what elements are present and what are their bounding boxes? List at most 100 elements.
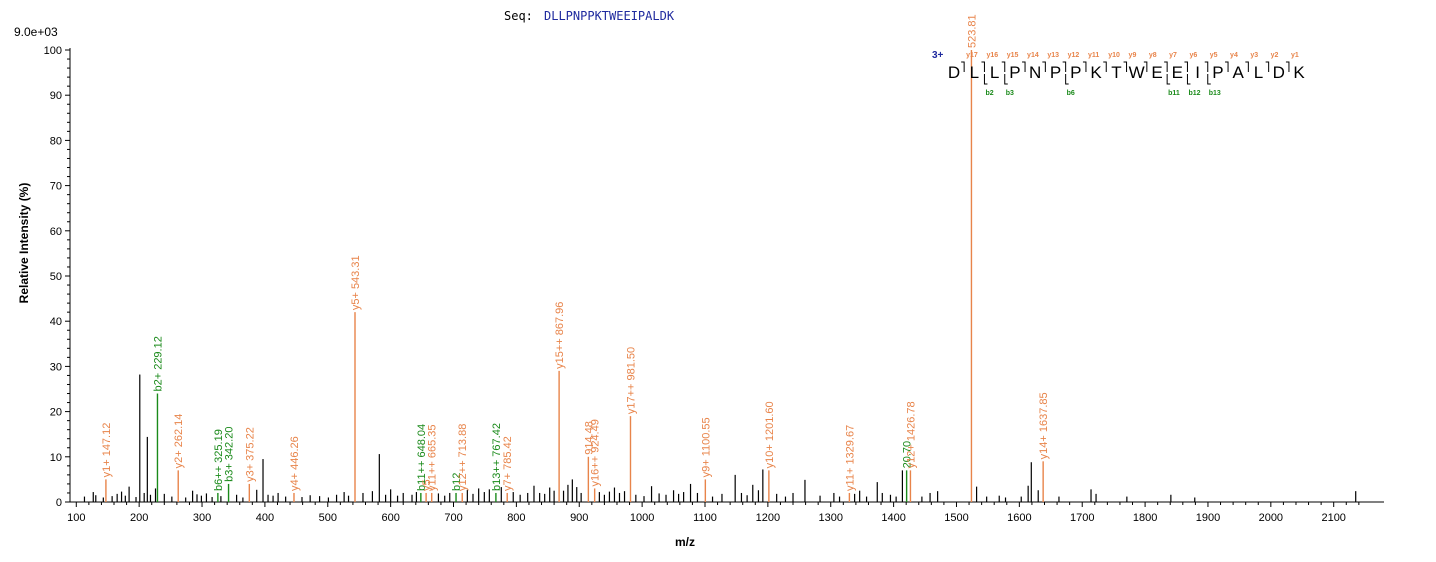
y-fragment-bracket [1245, 61, 1249, 72]
x-axis-title: m/z [675, 535, 695, 549]
y-ion-label: y11++ 665.35 [427, 424, 439, 490]
y-fragment-label: y11 [1088, 52, 1099, 59]
b-ion-label: 20.70 [902, 441, 914, 469]
y-fragment-label: y3 [1250, 52, 1258, 59]
y-fragment-label: y9 [1129, 52, 1137, 59]
y-tick-label: 70 [50, 181, 62, 193]
x-tick-label: 1600 [1007, 512, 1031, 524]
x-tick-label: 900 [570, 512, 588, 524]
y-fragment-bracket [1022, 61, 1026, 72]
y-ion-label: y17++ 981.50 [625, 347, 637, 414]
x-tick-label: 1100 [693, 512, 717, 524]
x-tick-label: 1800 [1133, 512, 1157, 524]
charge-state: 3+ [932, 50, 944, 61]
b-fragment-bracket [983, 74, 988, 85]
sequence-label: Seq: [504, 9, 533, 23]
y-fragment-label: y14 [1027, 52, 1039, 59]
y-tick-label: 30 [50, 361, 62, 373]
residue: K [1293, 63, 1305, 82]
intensity-scale-label: 9.0e+03 [14, 25, 58, 39]
y-tick-label: 60 [50, 226, 62, 238]
y-ion-label: y2+ 262.14 [173, 414, 185, 469]
x-tick-label: 1300 [818, 512, 842, 524]
x-tick-label: 1900 [1196, 512, 1220, 524]
y-fragment-bracket [1103, 61, 1107, 72]
x-tick-label: 800 [507, 512, 525, 524]
b-fragment-label: b3 [1006, 90, 1014, 97]
residue: T [1111, 63, 1121, 82]
residue: K [1090, 63, 1102, 82]
y-fragment-bracket [1082, 61, 1087, 72]
b-fragment-label: b2 [985, 90, 993, 97]
x-tick-label: 200 [130, 512, 148, 524]
b-ion-label: b11++ 648.04 [416, 424, 428, 491]
b-fragment-label: b12 [1188, 90, 1200, 97]
y-fragment-label: y1 [1291, 52, 1299, 59]
axes: 100 200 300 400 500 600 700 800 900 1000 1100 1200 1… [44, 45, 1384, 524]
residue: D [1273, 63, 1285, 82]
y-ion-label: y12+ 1426.78 [905, 401, 917, 468]
y-tick-label: 80 [50, 135, 62, 147]
x-tick-label: 300 [193, 512, 211, 524]
y-fragment-bracket [1164, 61, 1168, 72]
y-tick-label: 10 [50, 452, 62, 464]
y-fragment-label: y7 [1169, 52, 1177, 59]
y-fragment-label: y17 [966, 52, 978, 59]
y-tick-label: 90 [50, 90, 62, 102]
y-ion-label: y5 [421, 479, 433, 491]
y-tick-label: 40 [50, 316, 62, 328]
x-tick-label: 1500 [944, 512, 968, 524]
y-ion-label: y11+ 1329.67 [844, 425, 856, 491]
y-ion-label: y3+ 375.22 [244, 427, 256, 482]
y-fragment-label: y10 [1108, 52, 1120, 59]
y-fragment-bracket [1062, 61, 1067, 72]
residue: W [1129, 63, 1145, 82]
x-tick-label: 2100 [1321, 512, 1345, 524]
y-ion-label: 523.81 [966, 14, 978, 48]
x-tick-label: 500 [319, 512, 337, 524]
b-fragment-bracket [1186, 74, 1191, 85]
y-ion-label: y10+ 1201.60 [764, 401, 776, 468]
y-ion-label: y5+ 543.31 [350, 255, 362, 310]
residue: P [1050, 63, 1061, 82]
x-tick-label: 600 [381, 512, 399, 524]
y-fragment-bracket [1042, 61, 1046, 72]
y-ion-label: y15++ 867.96 [554, 302, 566, 369]
y-tick-label: 100 [44, 45, 62, 57]
residue: P [1009, 63, 1020, 82]
y-ion-label: y7+ 785.42 [502, 436, 514, 491]
y-ion-label: y12++ 713.88 [457, 424, 469, 491]
sequence-value: DLLPNPPKTWEEIPALDK [544, 9, 675, 23]
residue: P [1070, 63, 1081, 82]
b-ion-label: b2+ 229.12 [152, 336, 164, 391]
b-fragment-bracket [1207, 74, 1211, 85]
y-ion-label: y14+ 1637.85 [1038, 392, 1050, 459]
b-fragment-label: b11 [1168, 90, 1180, 97]
y-ion-label: y16++ 924.49 [590, 419, 602, 486]
b-fragment-bracket [1166, 74, 1171, 85]
y-ion-label: y1+ 147.12 [101, 423, 113, 478]
y-fragment-label: y2 [1271, 52, 1279, 59]
y-fragment-bracket [1204, 61, 1209, 72]
x-tick-label: 1200 [756, 512, 780, 524]
y-fragment-label: y15 [1007, 52, 1019, 59]
residue: A [1233, 63, 1245, 82]
residue: L [970, 63, 979, 82]
residue: D [948, 63, 960, 82]
y-axis-title: Relative Intensity (%) [17, 183, 31, 304]
y-fragment-bracket [1001, 61, 1006, 72]
y-fragment-label: y6 [1189, 52, 1197, 59]
y-fragment-bracket [1143, 61, 1148, 72]
residue: P [1212, 63, 1223, 82]
y-fragment-label: y13 [1047, 52, 1059, 59]
y-fragment-bracket [1123, 61, 1128, 72]
residue: E [1151, 63, 1162, 82]
b-ion-label: b3+ 342.20 [224, 427, 236, 482]
x-tick-label: 100 [67, 512, 85, 524]
y-fragment-label: y4 [1230, 52, 1238, 59]
residue: N [1029, 63, 1041, 82]
x-tick-label: 400 [256, 512, 274, 524]
x-tick-label: 1000 [630, 512, 654, 524]
b-fragment-bracket [1065, 74, 1069, 85]
